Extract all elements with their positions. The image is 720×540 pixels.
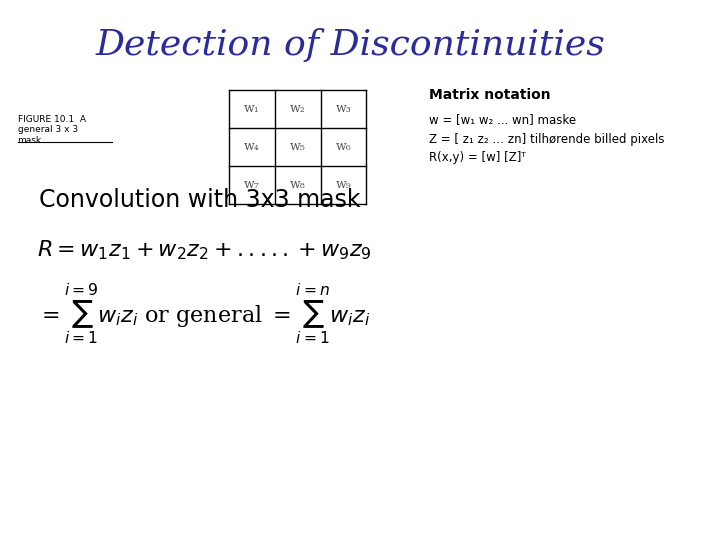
Text: Detection of Discontinuities: Detection of Discontinuities xyxy=(96,28,606,62)
Text: w₇: w₇ xyxy=(244,179,260,192)
Text: R(x,y) = [w] [Z]ᵀ: R(x,y) = [w] [Z]ᵀ xyxy=(428,152,526,165)
Text: w₅: w₅ xyxy=(289,140,305,153)
Text: w₆: w₆ xyxy=(336,140,351,153)
Text: $= \sum_{i=1}^{i=9} w_iz_i$ or general $= \sum_{i=1}^{i=n} w_iz_i$: $= \sum_{i=1}^{i=9} w_iz_i$ or general $… xyxy=(37,283,370,347)
Text: w₂: w₂ xyxy=(289,103,305,116)
Text: w₈: w₈ xyxy=(289,179,305,192)
Text: Convolution with 3x3 mask: Convolution with 3x3 mask xyxy=(39,188,361,212)
Text: Matrix notation: Matrix notation xyxy=(428,88,550,102)
Text: Z = [ z₁ z₂ … zn] tilhørende billed pixels: Z = [ z₁ z₂ … zn] tilhørende billed pixe… xyxy=(428,133,664,146)
Text: w₄: w₄ xyxy=(244,140,260,153)
Text: w = [w₁ w₂ ... wn] maske: w = [w₁ w₂ ... wn] maske xyxy=(428,113,576,126)
Text: w₉: w₉ xyxy=(336,179,351,192)
Text: $R = w_1z_1 + w_2z_2 + .....+ w_9z_9$: $R = w_1z_1 + w_2z_2 + .....+ w_9z_9$ xyxy=(37,238,372,262)
Text: w₁: w₁ xyxy=(244,103,260,116)
Text: FIGURE 10.1  A
general 3 x 3
mask.: FIGURE 10.1 A general 3 x 3 mask. xyxy=(17,115,86,145)
Text: w₃: w₃ xyxy=(336,103,351,116)
